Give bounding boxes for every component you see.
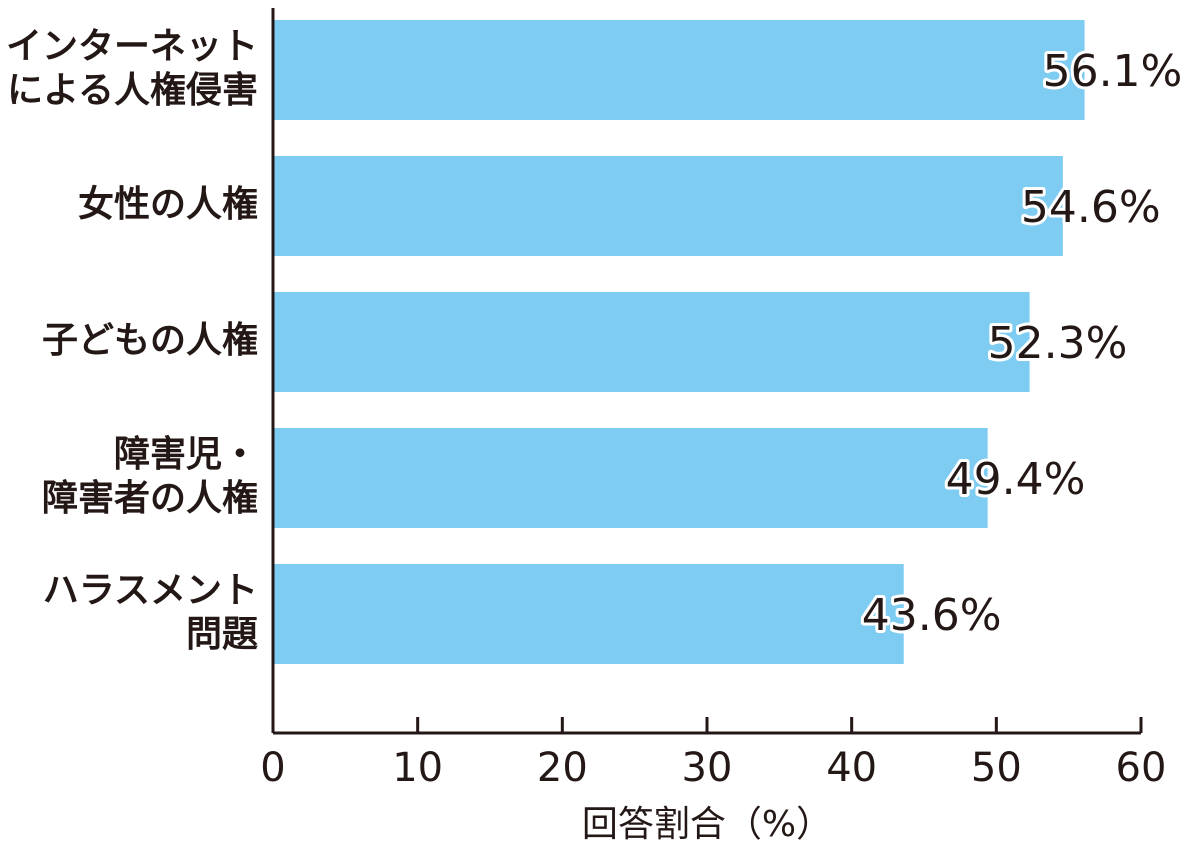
x-tick-label: 10 [392,745,443,791]
category-label: 女性の人権 [78,184,258,225]
category-label: ハラスメント問題 [43,570,258,655]
x-tick-label: 30 [682,745,733,791]
bar [273,292,1030,392]
bar [273,156,1063,256]
category-label: 障害児・障害者の人権 [42,434,258,519]
bar [273,20,1085,120]
category-label: インターネットによる人権侵害 [6,26,258,111]
value-label: 52.3% [988,318,1128,369]
value-label: 43.6% [862,590,1002,641]
category-label: 子どもの人権 [42,320,258,361]
value-label: 54.6% [1021,182,1161,233]
x-tick-label: 0 [260,745,285,791]
bar [273,564,904,664]
x-axis-title: 回答割合（%） [582,804,832,845]
value-label: 49.4% [946,454,1086,505]
x-tick-label: 20 [537,745,588,791]
x-tick-label: 60 [1116,745,1167,791]
value-label: 56.1% [1043,46,1183,97]
x-tick-label: 50 [971,745,1022,791]
bar [273,428,988,528]
x-tick-label: 40 [826,745,877,791]
